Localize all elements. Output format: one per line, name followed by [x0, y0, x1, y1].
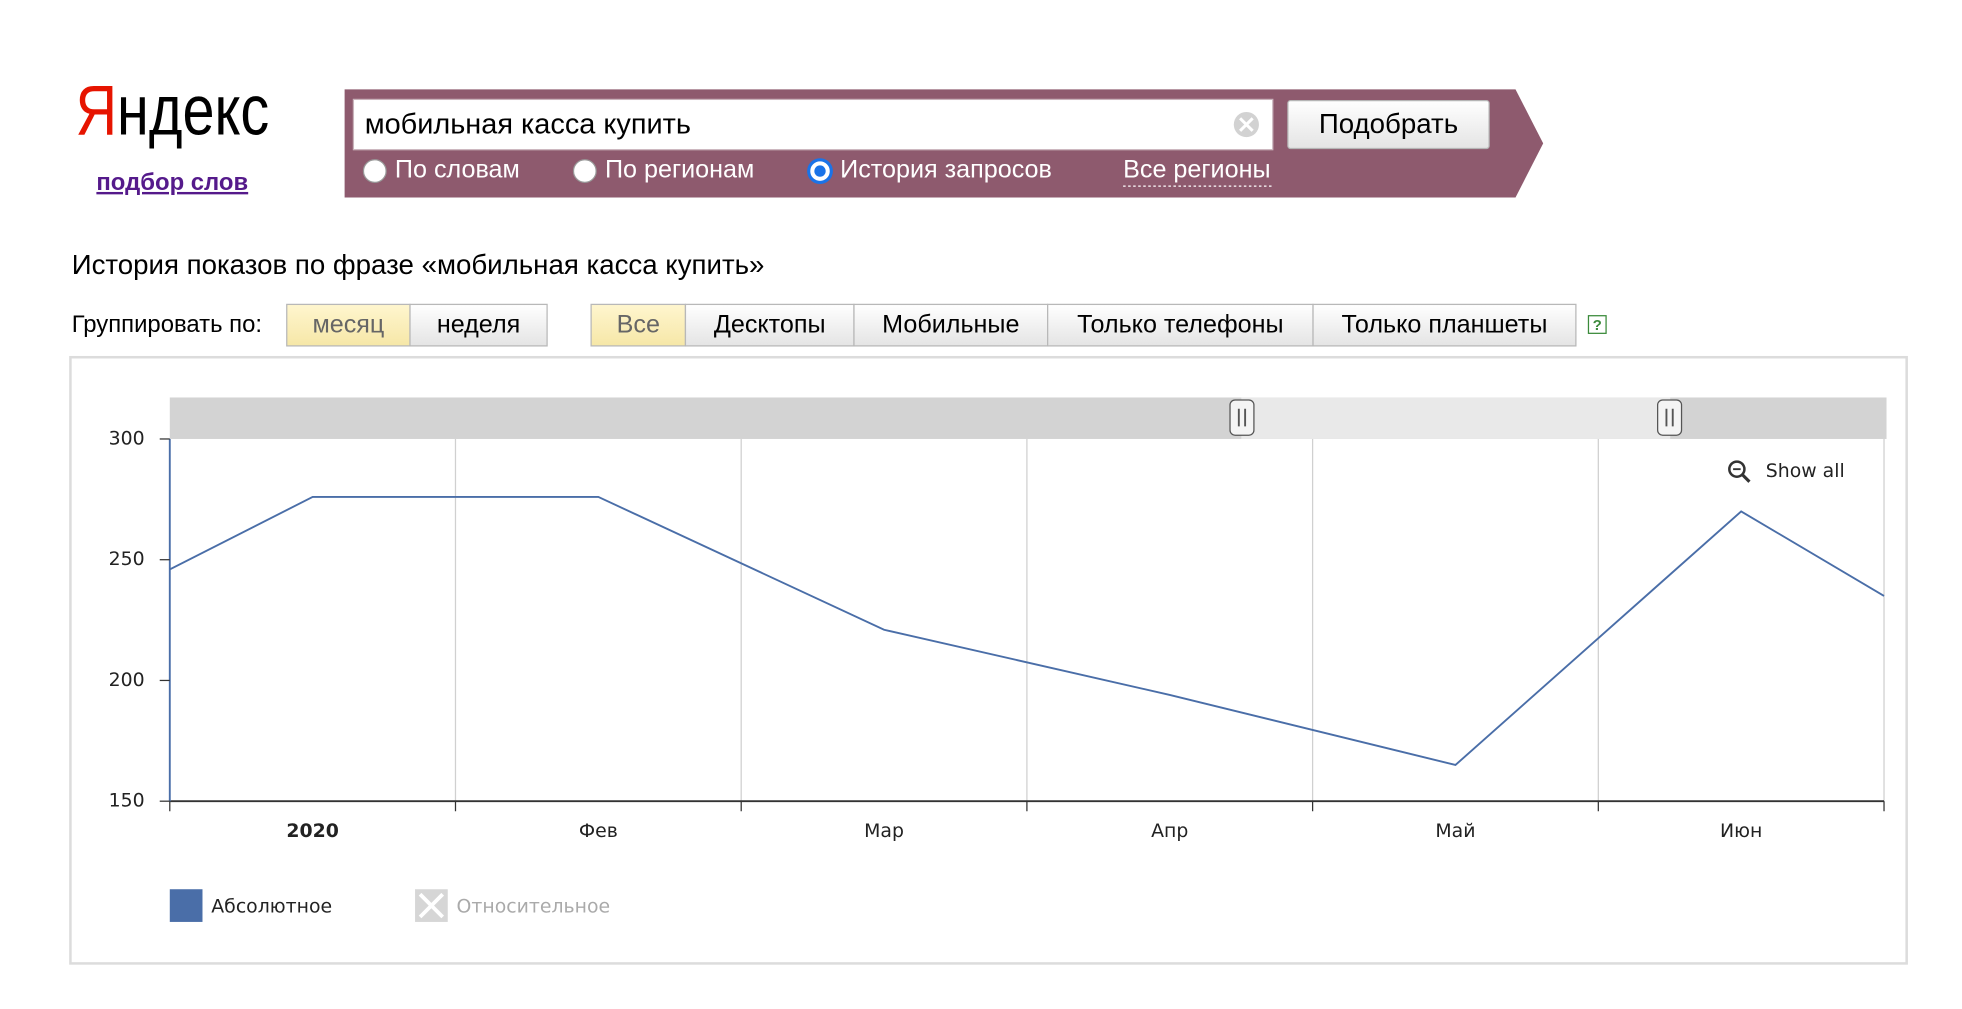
x-tick-label: Мар — [864, 820, 904, 842]
submit-button[interactable] — [1287, 100, 1490, 150]
x-tick-label: Май — [1435, 820, 1475, 842]
y-tick-label: 250 — [109, 548, 145, 570]
y-tick-label: 300 — [109, 427, 145, 449]
y-tick-label: 200 — [109, 669, 145, 691]
y-tick-label: 150 — [109, 790, 145, 812]
segment-button[interactable] — [409, 303, 548, 347]
search-query: мобильная касса купить — [365, 108, 691, 140]
search-input[interactable] — [352, 98, 1274, 151]
radio-label: По словам — [395, 156, 520, 184]
radio[interactable] — [362, 159, 387, 184]
clear-button[interactable] — [1233, 111, 1259, 138]
chart-frame — [69, 355, 1908, 965]
heading: История показов по фразе «мобильная касс… — [72, 249, 765, 280]
segment-button[interactable] — [684, 303, 855, 347]
grouping-label: Группировать по: — [72, 311, 262, 338]
navigator-handle[interactable] — [1657, 399, 1683, 436]
radio-dot — [814, 165, 826, 177]
segment-label: Десктопы — [714, 310, 826, 338]
zoom-reset-label: Show all — [1766, 460, 1845, 482]
segment-label: Только планшеты — [1342, 310, 1548, 338]
help-text: ? — [1593, 317, 1602, 334]
region-link[interactable]: Все регионы — [1123, 156, 1270, 184]
legend-label-disabled[interactable]: Относительное — [457, 895, 611, 917]
x-tick-label: 2020 — [286, 820, 339, 842]
segment-button[interactable] — [1047, 303, 1314, 347]
zoom-reset[interactable]: Show all — [1728, 460, 1845, 483]
series-line — [169, 495, 1885, 767]
segment-button[interactable] — [590, 303, 687, 347]
subtitle-link[interactable]: подбор слов — [96, 169, 248, 196]
navigator-window[interactable] — [1241, 397, 1671, 439]
navigator-handle[interactable] — [1229, 399, 1255, 436]
x-tick-label: Фев — [579, 820, 618, 842]
segment-label: Все — [617, 310, 660, 338]
radio[interactable] — [572, 159, 597, 184]
legend-swatch[interactable] — [169, 889, 203, 922]
segment-label: Мобильные — [882, 310, 1019, 338]
x-tick-label: Апр — [1151, 820, 1188, 842]
segment-label: месяц — [312, 310, 384, 338]
logo[interactable]: Яндекс — [75, 70, 269, 149]
legend-label[interactable]: Абсолютное — [211, 895, 332, 917]
radio-label: По регионам — [605, 156, 754, 184]
x-tick-label: Июн — [1720, 820, 1762, 842]
segment-label: неделя — [437, 310, 520, 338]
segment-label: Только телефоны — [1077, 310, 1284, 338]
submit-label: Подобрать — [1319, 108, 1458, 139]
help-icon[interactable]: ? — [1587, 315, 1607, 334]
radio-label: История запросов — [840, 156, 1052, 184]
legend-cross — [418, 892, 445, 919]
segment-button[interactable] — [1312, 303, 1577, 347]
segment-button[interactable] — [853, 303, 1049, 347]
